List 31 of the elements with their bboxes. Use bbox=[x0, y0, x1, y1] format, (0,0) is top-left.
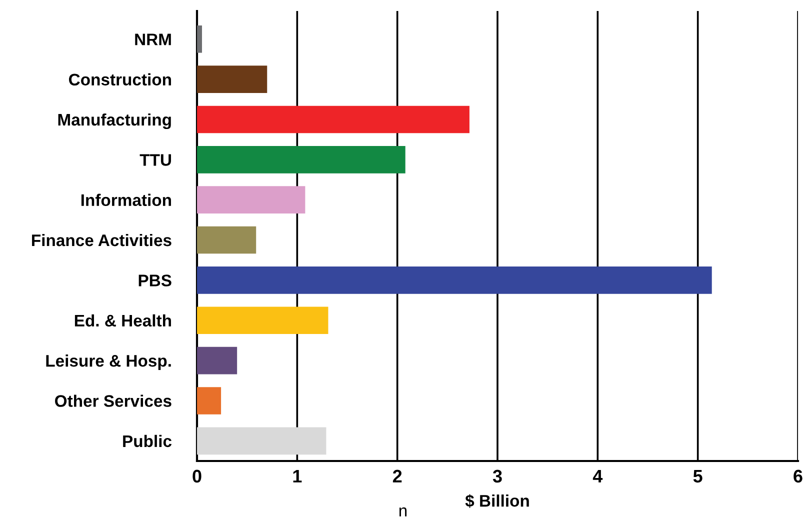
y-tick-label: Other Services bbox=[55, 394, 172, 407]
x-tick-label: 3 bbox=[492, 470, 502, 483]
y-tick-label: Leisure & Hosp. bbox=[46, 354, 171, 370]
bar bbox=[197, 106, 470, 134]
x-tick-label: 5 bbox=[693, 470, 702, 483]
bar bbox=[197, 25, 202, 53]
bar bbox=[197, 306, 328, 334]
bar bbox=[197, 427, 326, 455]
y-tick-label: Construction bbox=[68, 73, 171, 86]
y-tick-label: Ed. & Health bbox=[74, 314, 171, 327]
bar bbox=[197, 226, 256, 254]
x-tick-label: 2 bbox=[392, 470, 402, 482]
y-tick-label: Finance Activities bbox=[32, 234, 172, 246]
y-tick-label: PBS bbox=[138, 274, 172, 286]
x-tick-label: 6 bbox=[794, 470, 802, 483]
x-tick-label: 4 bbox=[592, 470, 603, 482]
y-tick-label: Public bbox=[123, 434, 172, 448]
bar bbox=[197, 346, 238, 374]
bar bbox=[197, 387, 222, 414]
bar bbox=[197, 186, 306, 214]
y-tick-label: NRM bbox=[135, 34, 171, 46]
bar bbox=[197, 146, 406, 174]
bar bbox=[197, 66, 268, 93]
y-tick-label: Manufacturing bbox=[58, 113, 171, 130]
text: n bbox=[399, 507, 407, 516]
x-tick-label: 0 bbox=[192, 470, 202, 483]
y-tick-label: TTU bbox=[140, 154, 171, 166]
x-axis-title: $ Billion bbox=[465, 494, 529, 508]
y-tick-label: Information bbox=[81, 194, 171, 206]
bar bbox=[197, 266, 712, 294]
x-tick-label: 1 bbox=[293, 470, 302, 482]
